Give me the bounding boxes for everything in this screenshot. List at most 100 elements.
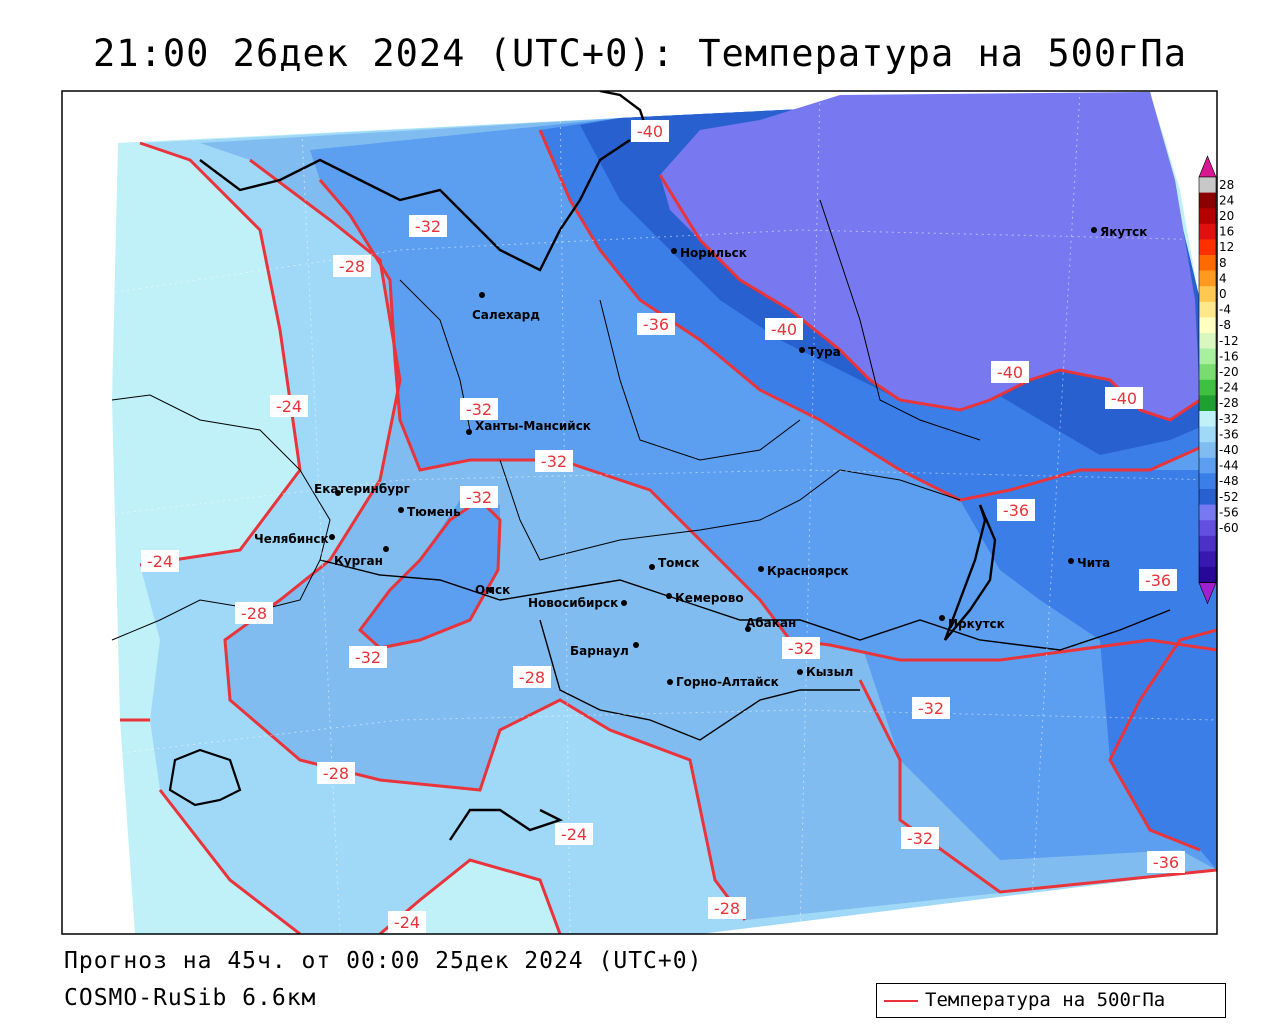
isotherm-label: -36 xyxy=(1145,571,1171,590)
city-dot xyxy=(745,626,751,632)
colorbar-swatch xyxy=(1199,348,1216,365)
colorbar-swatch xyxy=(1199,239,1216,256)
city-label: Горно-Алтайск xyxy=(676,675,779,689)
isotherm-label: -32 xyxy=(907,829,933,848)
colorbar-swatch xyxy=(1199,379,1216,396)
colorbar-tick-label: -44 xyxy=(1219,459,1239,473)
isotherm-label: -28 xyxy=(339,257,365,276)
colorbar-swatch xyxy=(1199,255,1216,271)
colorbar-tick-label: -40 xyxy=(1219,443,1239,457)
isotherm-label-bg xyxy=(637,313,675,335)
isotherm-label: -28 xyxy=(519,668,545,687)
city-markers: Якутск Норильск Салехард Тура Ханты-Мансийск… xyxy=(254,225,1147,689)
city-label: Барнаул xyxy=(570,644,629,658)
city-dot xyxy=(621,600,627,606)
city-label: Челябинск xyxy=(254,532,329,546)
colorbar-swatch xyxy=(1199,177,1216,193)
isotherm-label: -32 xyxy=(788,639,814,658)
isotherm-label: -36 xyxy=(1003,501,1029,520)
isotherm-label: -24 xyxy=(561,825,587,844)
city-label: Кызыл xyxy=(806,665,853,679)
colorbar-tick-label: -52 xyxy=(1219,490,1239,504)
city-dot xyxy=(1091,227,1097,233)
isotherm-label-bg xyxy=(997,499,1035,521)
isotherm-label: -32 xyxy=(541,452,567,471)
colorbar-swatch xyxy=(1199,208,1216,225)
isotherm-label-bg xyxy=(460,486,498,508)
colorbar-swatch xyxy=(1199,567,1216,583)
legend-line-sample xyxy=(884,1000,918,1002)
isotherm-label-bg xyxy=(460,398,498,420)
city-label: Кемерово xyxy=(675,591,744,605)
city-label: Красноярск xyxy=(767,564,849,578)
isotherm-label-bg xyxy=(388,911,426,933)
colorbar-tick-label: -20 xyxy=(1219,365,1239,379)
city-label: Томск xyxy=(658,556,700,570)
colorbar-tick-label: -48 xyxy=(1219,474,1239,488)
legend-label: Температура на 500гПа xyxy=(925,989,1166,1011)
isotherm-label: -24 xyxy=(147,552,173,571)
boundaries xyxy=(111,91,1171,841)
colorbar-swatch xyxy=(1199,364,1216,381)
isotherm-label-bg xyxy=(631,120,669,142)
isotherm-label: -40 xyxy=(771,320,797,339)
colorbar-tick-label: -16 xyxy=(1219,349,1239,363)
model-name: COSMO-RuSib 6.6км xyxy=(64,985,317,1011)
isotherm-label-bg xyxy=(513,666,551,688)
colorbar-tick-label: -56 xyxy=(1219,505,1239,519)
isotherm-label: -32 xyxy=(918,699,944,718)
isotherm-label-bg xyxy=(1139,569,1177,591)
city-label: Новосибирск xyxy=(528,596,618,610)
colorbar-swatch xyxy=(1199,286,1216,303)
temperature-fill xyxy=(62,91,1217,934)
city-label: Якутск xyxy=(1100,225,1147,239)
colorbar-tick-label: 8 xyxy=(1219,256,1227,270)
city-label: Екатеринбург xyxy=(314,482,410,496)
colorbar-frame xyxy=(1198,176,1217,583)
colorbar-tick-label: 16 xyxy=(1219,225,1234,239)
colorbar-tick-label: -60 xyxy=(1219,521,1239,535)
colorbar-tick-label: -12 xyxy=(1219,334,1239,348)
colorbar-swatch xyxy=(1199,270,1216,287)
isotherm-label: -36 xyxy=(1153,853,1179,872)
colorbar-swatch xyxy=(1199,395,1216,412)
city-label: Ханты-Мансийск xyxy=(475,419,591,433)
city-label: Чита xyxy=(1077,556,1110,570)
city-dot xyxy=(797,669,803,675)
isotherm-label-bg xyxy=(991,361,1029,383)
city-label: Тура xyxy=(808,345,841,359)
colorbar-swatch xyxy=(1199,489,1216,505)
colorbar-tick-label: -4 xyxy=(1219,303,1231,317)
colorbar-tick-label: -24 xyxy=(1219,381,1239,395)
colorbar-swatch xyxy=(1199,551,1216,568)
colorbar-swatch xyxy=(1199,520,1216,537)
city-dot xyxy=(479,292,485,298)
city-label: Абакан xyxy=(746,616,796,630)
colorbar-tick-label: 4 xyxy=(1219,271,1227,285)
colorbar xyxy=(1198,155,1217,605)
city-label: Омск xyxy=(475,583,510,597)
isotherm-label-bg xyxy=(535,450,573,472)
city-dot xyxy=(329,534,335,540)
isotherm-label-bg xyxy=(317,762,355,784)
forecast-info: Прогноз на 45ч. от 00:00 25дек 2024 (UTC… xyxy=(64,948,703,974)
colorbar-swatch xyxy=(1199,192,1216,209)
isotherm-label: -32 xyxy=(355,648,381,667)
city-dot xyxy=(671,248,677,254)
isotherm-label: -28 xyxy=(714,899,740,918)
isotherm-label-bg xyxy=(782,637,820,659)
city-dot xyxy=(758,566,764,572)
isotherm-label-bg xyxy=(912,697,950,719)
isotherm-label-bg xyxy=(765,318,803,340)
isotherm-label: -28 xyxy=(323,764,349,783)
map-title: 21:00 26дек 2024 (UTC+0): Температура на… xyxy=(93,32,1187,75)
colorbar-swatch xyxy=(1199,504,1216,521)
isotherm-label: -32 xyxy=(466,488,492,507)
city-label: Салехард xyxy=(472,308,540,322)
isotherm-label: -40 xyxy=(997,363,1023,382)
city-dot xyxy=(1068,558,1074,564)
isotherm-label-bg xyxy=(270,395,308,417)
map-frame xyxy=(61,90,1218,935)
colorbar-tick-label: -32 xyxy=(1219,412,1239,426)
colorbar-tick-label: 0 xyxy=(1219,287,1227,301)
